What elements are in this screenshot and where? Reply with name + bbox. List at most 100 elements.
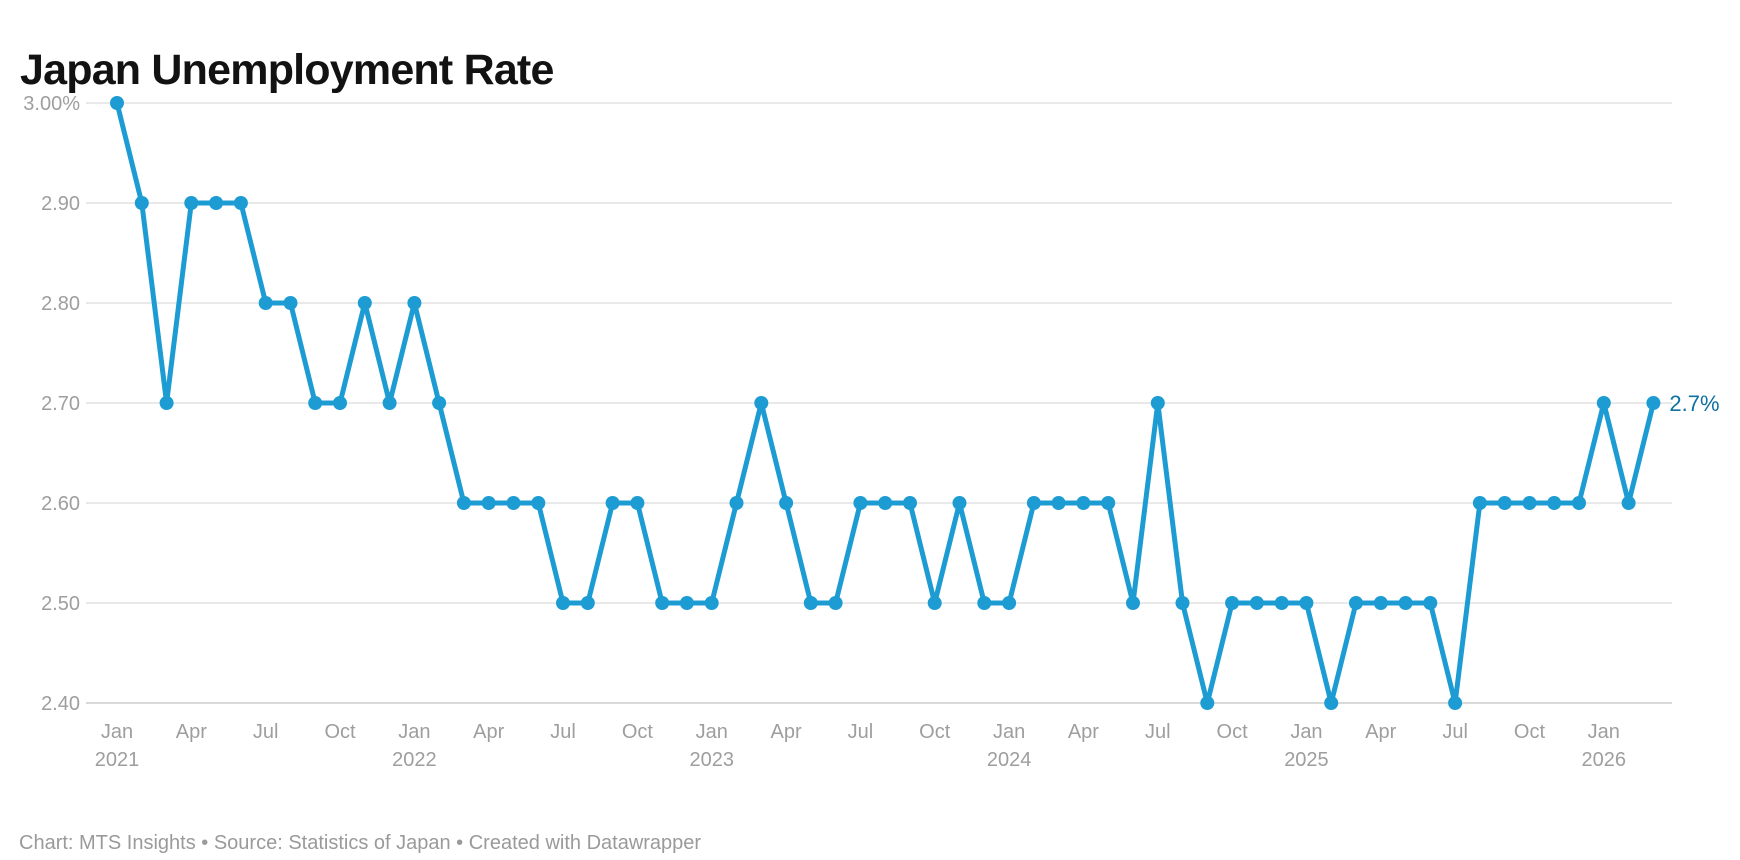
x-axis-year-label: 2025	[1284, 749, 1329, 771]
data-point	[308, 396, 323, 410]
data-point	[1175, 596, 1190, 610]
data-point	[481, 496, 496, 510]
x-axis-month-label: Jan	[1290, 721, 1322, 743]
data-point	[903, 496, 917, 510]
data-point	[1249, 596, 1264, 610]
data-point	[1299, 596, 1314, 610]
data-point	[1522, 496, 1537, 510]
data-point	[1150, 396, 1165, 410]
x-axis-month-label: Oct	[919, 721, 951, 743]
x-axis-year-label: 2021	[95, 749, 140, 771]
x-axis-month-label: Apr	[176, 721, 207, 743]
data-point	[1026, 496, 1041, 510]
data-point	[531, 496, 546, 510]
data-point	[878, 496, 893, 510]
data-point	[110, 96, 124, 110]
data-point	[1646, 396, 1661, 410]
data-point	[1572, 496, 1586, 510]
x-axis-month-label: Jul	[1145, 721, 1171, 743]
data-point	[704, 596, 719, 610]
data-point	[1398, 596, 1413, 610]
data-point	[927, 596, 942, 610]
data-point	[209, 196, 224, 210]
data-point	[1621, 496, 1636, 510]
data-point	[1547, 496, 1562, 510]
data-point	[506, 496, 521, 510]
x-axis-year-label: 2026	[1582, 749, 1627, 771]
x-axis-month-label: Apr	[473, 721, 504, 743]
data-point	[630, 496, 645, 510]
data-point	[1200, 696, 1215, 710]
data-point	[1002, 596, 1017, 610]
data-point	[407, 296, 422, 310]
x-axis-month-label: Jan	[1588, 721, 1620, 743]
data-point	[655, 596, 670, 610]
x-axis-month-label: Jan	[398, 721, 430, 743]
y-axis-label: 3.00%	[23, 93, 80, 115]
data-point	[1349, 596, 1363, 610]
x-axis-month-label: Apr	[1365, 721, 1396, 743]
y-axis-label: 2.60	[41, 493, 80, 515]
x-axis-month-label: Oct	[1514, 721, 1546, 743]
data-point	[258, 296, 273, 310]
x-axis-month-label: Jul	[848, 721, 874, 743]
data-point	[754, 396, 769, 410]
x-axis-month-label: Oct	[622, 721, 654, 743]
y-axis-label: 2.40	[41, 693, 80, 715]
data-point	[456, 496, 471, 510]
data-point	[828, 596, 843, 610]
x-axis-month-label: Apr	[1068, 721, 1099, 743]
data-point	[1497, 496, 1512, 510]
end-value-label: 2.7%	[1669, 391, 1719, 416]
x-axis-month-label: Jul	[253, 721, 279, 743]
data-point	[605, 496, 620, 510]
data-point	[779, 496, 794, 510]
data-point	[853, 496, 868, 510]
y-axis-label: 2.80	[41, 293, 80, 315]
x-axis-month-label: Oct	[324, 721, 356, 743]
data-point	[729, 496, 744, 510]
x-axis-month-label: Jan	[993, 721, 1025, 743]
data-point	[803, 596, 818, 610]
data-point	[977, 596, 992, 610]
data-point	[1076, 496, 1091, 510]
data-point	[1225, 596, 1240, 610]
data-point	[382, 396, 397, 410]
data-point	[1373, 596, 1388, 610]
chart-byline: Chart: MTS Insights • Source: Statistics…	[19, 832, 702, 854]
x-axis-year-label: 2022	[392, 749, 437, 771]
data-point	[580, 596, 595, 610]
data-point	[679, 596, 694, 610]
x-axis-month-label: Jan	[101, 721, 133, 743]
data-point	[184, 196, 199, 210]
x-axis-month-label: Jul	[550, 721, 576, 743]
data-point	[159, 396, 174, 410]
x-axis-month-label: Oct	[1217, 721, 1249, 743]
y-axis-label: 2.90	[41, 193, 80, 215]
data-point	[432, 396, 447, 410]
data-point	[1423, 596, 1438, 610]
y-axis-label: 2.50	[41, 593, 80, 615]
data-point	[233, 196, 248, 210]
data-point	[1126, 596, 1140, 610]
data-point	[1596, 396, 1611, 410]
data-point	[357, 296, 372, 310]
data-point	[283, 296, 298, 310]
data-point	[1472, 496, 1487, 510]
chart-title: Japan Unemployment Rate	[20, 45, 554, 94]
data-point	[952, 496, 967, 510]
y-axis-label: 2.70	[41, 393, 80, 415]
data-point	[1101, 496, 1116, 510]
data-point	[1274, 596, 1289, 610]
data-point	[333, 396, 347, 410]
data-point	[1051, 496, 1066, 510]
data-point	[134, 196, 149, 210]
x-axis-year-label: 2024	[987, 749, 1032, 771]
x-axis-month-label: Jan	[696, 721, 728, 743]
x-axis-month-label: Apr	[770, 721, 801, 743]
data-point	[556, 596, 570, 610]
data-point	[1448, 696, 1463, 710]
x-axis-month-label: Jul	[1442, 721, 1468, 743]
